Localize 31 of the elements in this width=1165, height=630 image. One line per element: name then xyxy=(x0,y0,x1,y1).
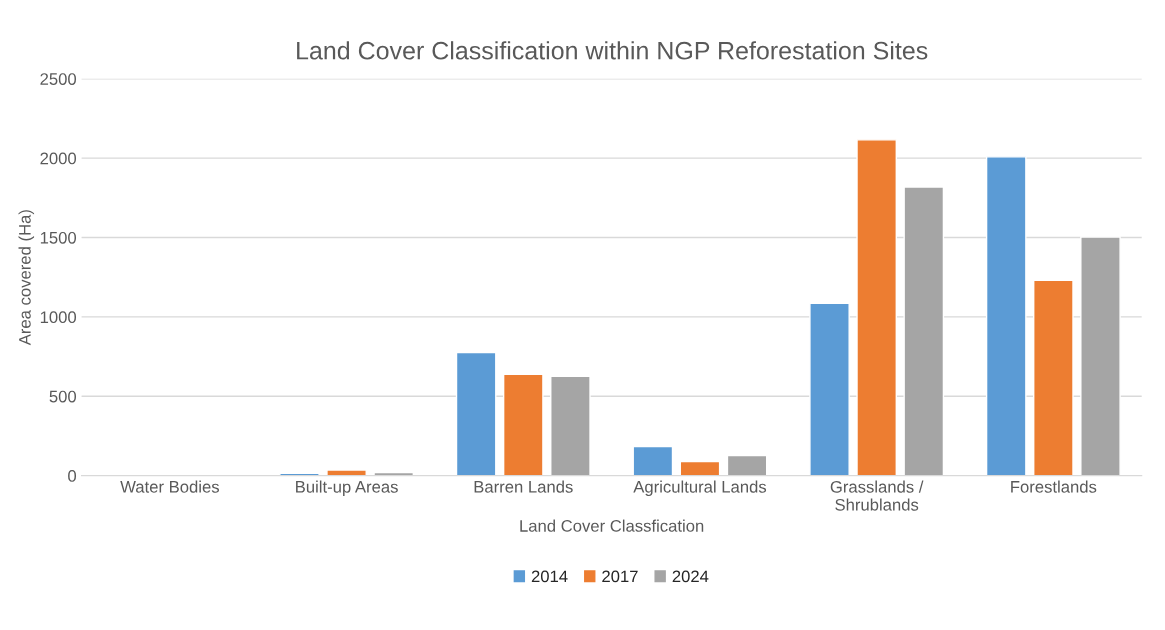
x-tick-label: Forestlands xyxy=(1011,480,1097,493)
y-tick-label: 0 xyxy=(68,470,77,482)
bar xyxy=(1033,279,1074,476)
x-tick-label: Grasslands / Shrublands xyxy=(830,480,924,511)
x-axis-title: Land Cover Classfication xyxy=(520,519,704,532)
y-tick-label: 1500 xyxy=(40,231,77,244)
bar xyxy=(502,373,544,476)
x-tick-label: Water Bodies xyxy=(120,480,219,493)
bar xyxy=(903,186,945,476)
bar xyxy=(809,302,850,476)
bar xyxy=(632,445,674,476)
y-tick-label: 1000 xyxy=(40,311,77,324)
y-tick-label: 2500 xyxy=(40,73,77,85)
legend-label: 2017 xyxy=(602,570,638,583)
bar xyxy=(455,351,497,476)
y-tick-label: 500 xyxy=(49,390,77,403)
bar xyxy=(856,139,897,476)
bar xyxy=(1080,236,1121,476)
x-tick-label: Barren Lands xyxy=(474,480,573,493)
y-axis-title: Area covered (Ha) xyxy=(18,210,35,346)
y-tick-label: 2000 xyxy=(40,152,77,165)
legend-label: 2024 xyxy=(672,570,709,583)
bar xyxy=(326,469,367,476)
chart-title: Land Cover Classification within NGP Reforestation Sites xyxy=(297,41,928,60)
bar xyxy=(550,375,591,476)
x-tick-label: Agricultural Lands xyxy=(633,480,767,497)
x-tick-label: Built-up Areas xyxy=(296,480,398,497)
legend-label: 2014 xyxy=(531,570,568,583)
bar xyxy=(679,460,721,476)
bar xyxy=(726,454,768,476)
bar xyxy=(985,156,1027,476)
